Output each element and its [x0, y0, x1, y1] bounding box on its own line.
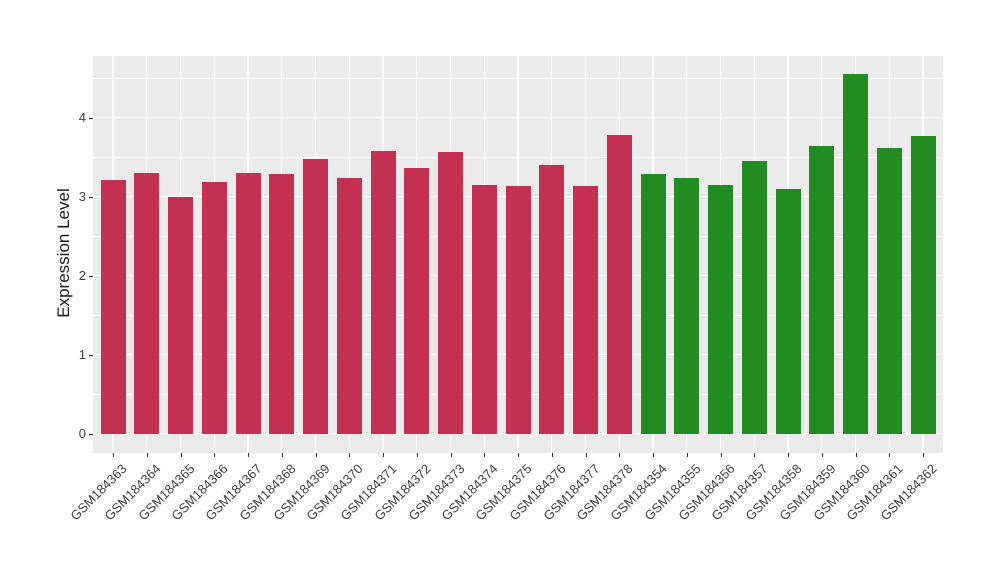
x-tick-mark [821, 453, 823, 457]
x-tick-mark [585, 453, 587, 457]
y-tick-label: 3 [78, 189, 86, 205]
bar-GSM184358 [775, 188, 801, 435]
bar-GSM184376 [539, 164, 565, 435]
x-tick-mark [315, 453, 317, 457]
x-tick-mark [855, 453, 857, 457]
x-tick-mark [484, 453, 486, 457]
x-tick-mark [349, 453, 351, 457]
bar-GSM184372 [404, 168, 430, 435]
x-tick-mark [653, 453, 654, 457]
x-tick-mark [383, 453, 384, 457]
bar-GSM184360 [843, 74, 868, 435]
x-tick-mark [281, 453, 283, 457]
y-tick-label: 0 [78, 426, 86, 442]
bar-GSM184357 [741, 160, 767, 435]
bar-GSM184367 [235, 172, 261, 435]
bar-GSM184364 [134, 172, 160, 435]
x-tick-mark [180, 453, 182, 457]
x-tick-mark [450, 453, 452, 457]
bar-GSM184363 [100, 179, 126, 435]
y-tick-mark [89, 355, 93, 357]
bar-GSM184374 [471, 185, 497, 435]
y-tick-label: 1 [78, 347, 86, 363]
bar-GSM184359 [809, 145, 835, 435]
bar-GSM184375 [505, 186, 531, 435]
y-axis-title: Expression Level [54, 188, 73, 318]
x-tick-mark [720, 453, 722, 457]
y-tick-label: 4 [78, 110, 86, 126]
bar-GSM184368 [269, 174, 295, 435]
x-tick-mark [146, 453, 148, 457]
x-tick-mark [754, 453, 756, 457]
x-tick-mark [686, 453, 688, 457]
bar-GSM184355 [674, 177, 700, 435]
x-tick-mark [214, 453, 216, 457]
x-tick-mark [619, 453, 621, 457]
x-tick-mark [923, 453, 924, 457]
y-tick-mark [89, 118, 93, 120]
y-tick-mark [89, 434, 93, 436]
x-tick-mark [518, 453, 519, 457]
bar-GSM184365 [168, 197, 193, 435]
bar-GSM184361 [876, 147, 902, 435]
y-tick-mark [89, 276, 93, 278]
y-tick-label: 2 [78, 268, 86, 284]
x-tick-mark [113, 453, 114, 457]
x-tick-mark [551, 453, 553, 457]
y-tick-mark [89, 197, 93, 199]
x-tick-mark [248, 453, 249, 457]
bar-GSM184378 [606, 134, 632, 435]
bar-GSM184370 [336, 177, 362, 435]
bar-GSM184373 [438, 151, 463, 435]
bar-GSM184369 [303, 159, 328, 435]
plot-panel [93, 56, 943, 453]
x-tick-mark [889, 453, 891, 457]
bar-GSM184356 [708, 184, 733, 435]
bar-GSM184354 [640, 174, 666, 435]
bar-GSM184371 [370, 150, 396, 435]
bar-GSM184362 [910, 135, 936, 435]
x-tick-mark [416, 453, 418, 457]
x-tick-mark [788, 453, 789, 457]
bar-GSM184377 [573, 186, 598, 435]
bar-GSM184366 [201, 181, 227, 435]
